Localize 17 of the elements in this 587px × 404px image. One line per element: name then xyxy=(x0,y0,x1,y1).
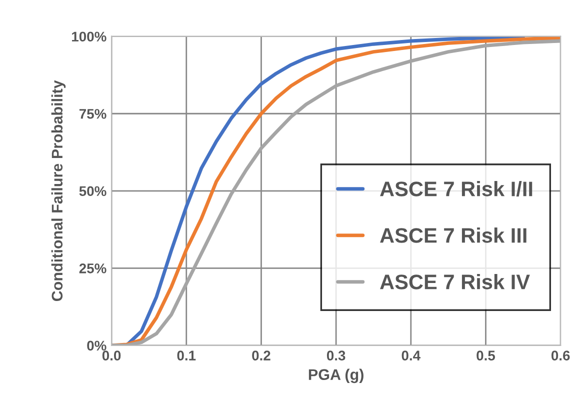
x-tick-label: 0.1 xyxy=(177,350,196,360)
y-axis-title: Conditional Failure Probability xyxy=(51,80,66,302)
y-tick-label: 75% xyxy=(79,108,106,119)
x-axis-title: PGA (g) xyxy=(308,368,364,384)
x-tick-label: 0.6 xyxy=(551,350,570,360)
y-tick-label: 0% xyxy=(87,340,106,351)
x-tick-label: 0.0 xyxy=(102,350,121,360)
y-tick-label: 100% xyxy=(72,32,106,42)
x-tick-label: 0.2 xyxy=(252,350,270,360)
legend-label: ASCE 7 Risk I/II xyxy=(380,181,532,197)
x-tick-label: 0.3 xyxy=(326,350,346,360)
y-tick-label: 25% xyxy=(79,263,106,274)
x-tick-label: 0.4 xyxy=(402,350,420,360)
y-tick-label: 50% xyxy=(79,186,106,196)
legend-label: ASCE 7 Risk III xyxy=(380,228,526,243)
x-tick-label: 0.5 xyxy=(476,350,496,360)
legend-label: ASCE 7 Risk IV xyxy=(380,274,530,290)
